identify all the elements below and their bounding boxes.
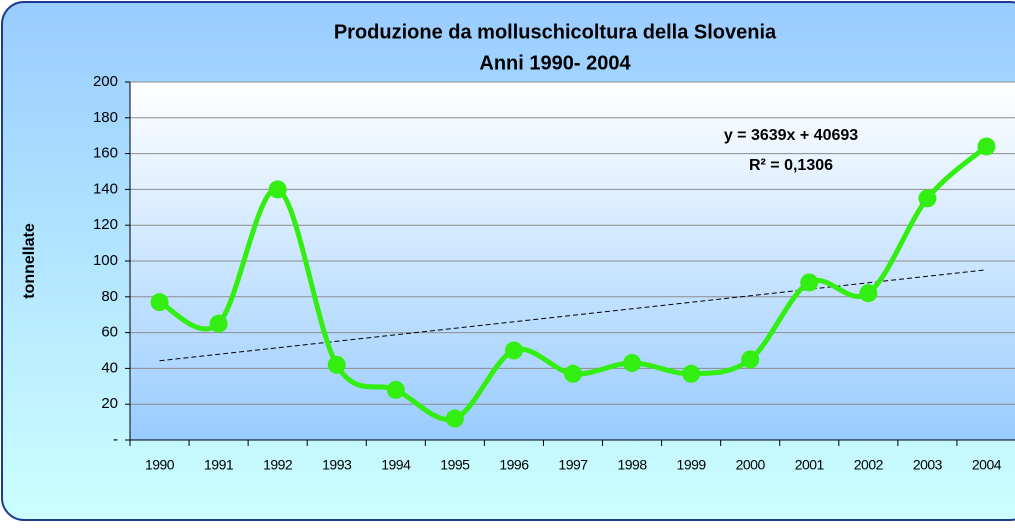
data-point: [918, 189, 937, 208]
y-tick-label: 60: [101, 324, 118, 341]
x-tick-label: 1995: [440, 457, 470, 473]
chart-title: Produzione da molluschicoltura della Slo…: [334, 21, 777, 43]
x-tick-label: 1991: [204, 457, 234, 473]
y-axis-label: tonnellate: [21, 223, 38, 299]
data-point: [268, 180, 287, 199]
data-point: [386, 380, 405, 399]
trend-line: [159, 269, 987, 362]
data-point: [800, 273, 819, 292]
x-tick-label: 2003: [913, 457, 943, 473]
x-tick-label: 2004: [972, 457, 1002, 473]
y-tick-label: 140: [93, 180, 118, 197]
x-tick-label: 1990: [145, 457, 175, 473]
data-point: [977, 137, 996, 156]
x-tick-label: 1994: [381, 457, 411, 473]
x-tick-label: 1999: [677, 457, 707, 473]
data-point: [741, 350, 760, 369]
x-tick-label: 1993: [322, 457, 352, 473]
data-point: [504, 341, 523, 360]
y-tick-label: 80: [101, 288, 118, 305]
data-point: [564, 364, 582, 383]
x-tick-label: 1997: [558, 457, 588, 473]
data-point: [623, 354, 642, 373]
x-tick-label: 2002: [854, 457, 884, 473]
y-tick-label: -: [113, 431, 118, 448]
x-tick-label: 1992: [263, 457, 293, 473]
y-tick-label: 120: [93, 216, 118, 233]
data-point: [327, 355, 346, 374]
y-tick-label: 200: [93, 73, 118, 90]
data-point: [859, 284, 878, 303]
y-tick-label: 180: [93, 109, 118, 126]
data-point: [150, 293, 169, 312]
y-tick-label: 40: [101, 359, 118, 376]
x-tick-label: 2000: [736, 457, 766, 473]
y-tick-label: 160: [93, 145, 118, 162]
y-tick-label: 20: [101, 395, 118, 412]
x-tick-label: 1996: [499, 457, 529, 473]
x-tick-label: 2001: [795, 457, 825, 473]
data-point: [682, 364, 701, 383]
data-point: [209, 314, 228, 333]
chart-subtitle: Anni 1990- 2004: [479, 52, 631, 74]
data-point: [445, 409, 464, 428]
trend-r-squared: R² = 0,1306: [749, 157, 833, 174]
y-tick-label: 100: [93, 252, 118, 269]
x-tick-label: 1998: [617, 457, 647, 473]
trend-equation: y = 3639x + 40693: [724, 127, 858, 144]
